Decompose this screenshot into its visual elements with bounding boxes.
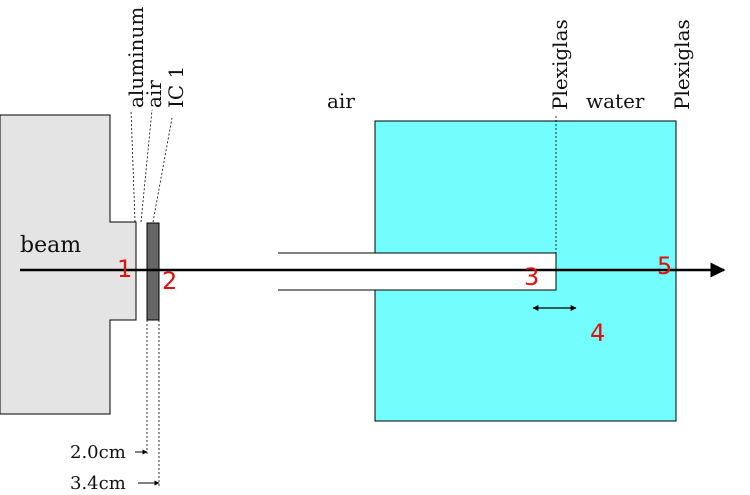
aluminum-label: aluminum [124,7,148,108]
dim-label-1: 2.0cm [70,442,126,463]
beam-label: beam [20,233,81,258]
ic1-chamber [146,222,160,321]
plexiglas-right-label: Plexiglas [670,19,694,110]
air-leader [140,109,153,223]
point-4-label: 4 [590,319,605,347]
plexiglas-left-label: Plexiglas [548,19,572,110]
point-5-label: 5 [657,252,672,280]
air-tube [278,252,557,291]
point-1-label: 1 [117,255,132,283]
ic1-leader [152,117,173,223]
dim-label-2: 3.4cm [70,473,126,494]
aluminum-leader [130,109,136,223]
air-top-label: air [142,80,166,108]
air-mid-label: air [327,89,355,113]
nozzle-block [0,114,137,415]
point-2-label: 2 [162,267,177,295]
point-3-label: 3 [524,263,539,291]
ic1-label: IC 1 [164,66,188,108]
water-label: water [586,89,645,113]
